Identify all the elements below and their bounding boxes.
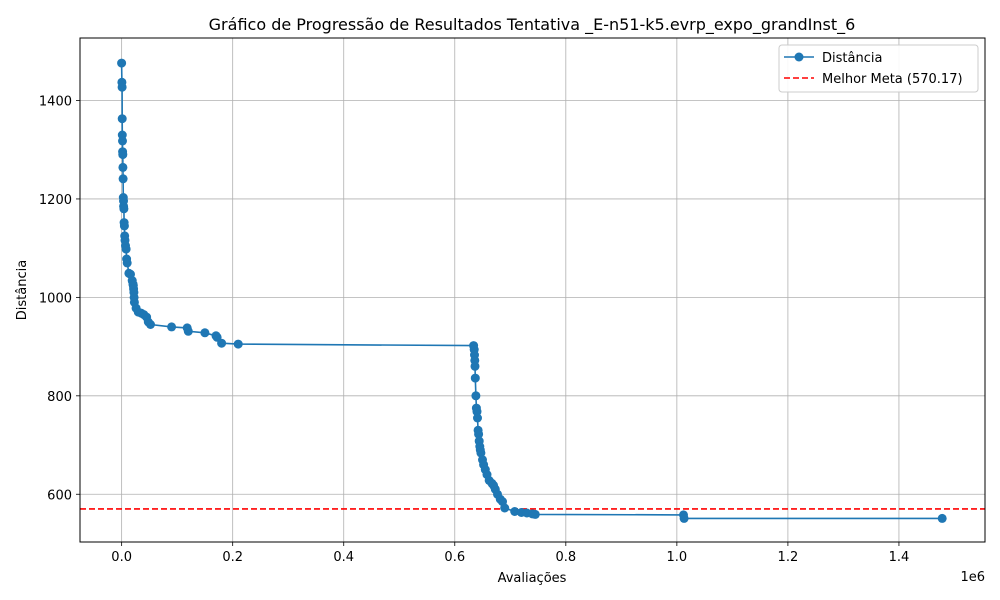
- legend-series-label: Distância: [822, 51, 882, 66]
- chart-title: Gráfico de Progressão de Resultados Tent…: [209, 15, 856, 35]
- data-point: [118, 136, 127, 146]
- data-point: [121, 244, 131, 254]
- x-tick-label: 0.2: [222, 550, 243, 565]
- data-point: [118, 162, 128, 172]
- data-point: [183, 326, 193, 336]
- x-tick-label: 0.0: [111, 550, 132, 565]
- legend-reference-label: Melhor Meta (570.17): [822, 72, 963, 87]
- x-offset-label: 1e6: [960, 570, 985, 585]
- data-point: [146, 320, 155, 329]
- x-tick-label: 0.8: [555, 550, 576, 565]
- x-tick-label: 1.0: [667, 550, 688, 565]
- grid: [80, 38, 985, 542]
- data-point: [530, 509, 540, 519]
- data-point: [500, 503, 510, 513]
- data-point: [118, 174, 128, 184]
- data-point: [473, 413, 482, 423]
- legend: Distância Melhor Meta (570.17): [778, 44, 979, 93]
- x-axis-label: Avaliações: [498, 571, 567, 586]
- y-tick-label: 1200: [39, 193, 72, 208]
- data-point: [679, 513, 689, 523]
- y-axis-label: Distância: [15, 260, 30, 320]
- x-tick-label: 1.2: [778, 550, 799, 565]
- data-point: [474, 429, 484, 439]
- legend-box: [778, 44, 979, 93]
- x-tick-label: 1.4: [889, 550, 910, 565]
- data-point: [117, 114, 127, 124]
- data-point: [470, 373, 480, 383]
- legend-series-marker: [794, 52, 804, 62]
- data-point: [476, 448, 486, 458]
- y-tick-label: 600: [47, 488, 72, 503]
- data-point: [937, 513, 947, 523]
- data-point: [472, 407, 482, 417]
- data-point: [167, 322, 177, 332]
- data-point: [122, 258, 132, 268]
- x-tick-label: 0.4: [333, 550, 354, 565]
- data-point: [117, 82, 127, 92]
- data-point: [510, 507, 520, 516]
- y-tick-label: 1400: [39, 95, 72, 110]
- data-point: [200, 328, 210, 338]
- data-point: [119, 204, 129, 214]
- data-point: [217, 338, 227, 348]
- ticks: 0.0 0.2 0.4 0.6 0.8 1.0 1.2 1.4 600 800 1000 1200 14…: [39, 95, 909, 565]
- y-tick-label: 800: [47, 390, 72, 405]
- plot-frame: [79, 37, 986, 543]
- data-point: [118, 150, 128, 160]
- data-point: [117, 58, 127, 68]
- x-tick-label: 0.6: [444, 550, 465, 565]
- data-point: [119, 221, 129, 231]
- y-tick-label: 1000: [39, 291, 72, 306]
- data-point: [233, 339, 243, 349]
- data-point: [470, 361, 480, 371]
- series-layer: [117, 58, 947, 523]
- data-point: [471, 391, 481, 401]
